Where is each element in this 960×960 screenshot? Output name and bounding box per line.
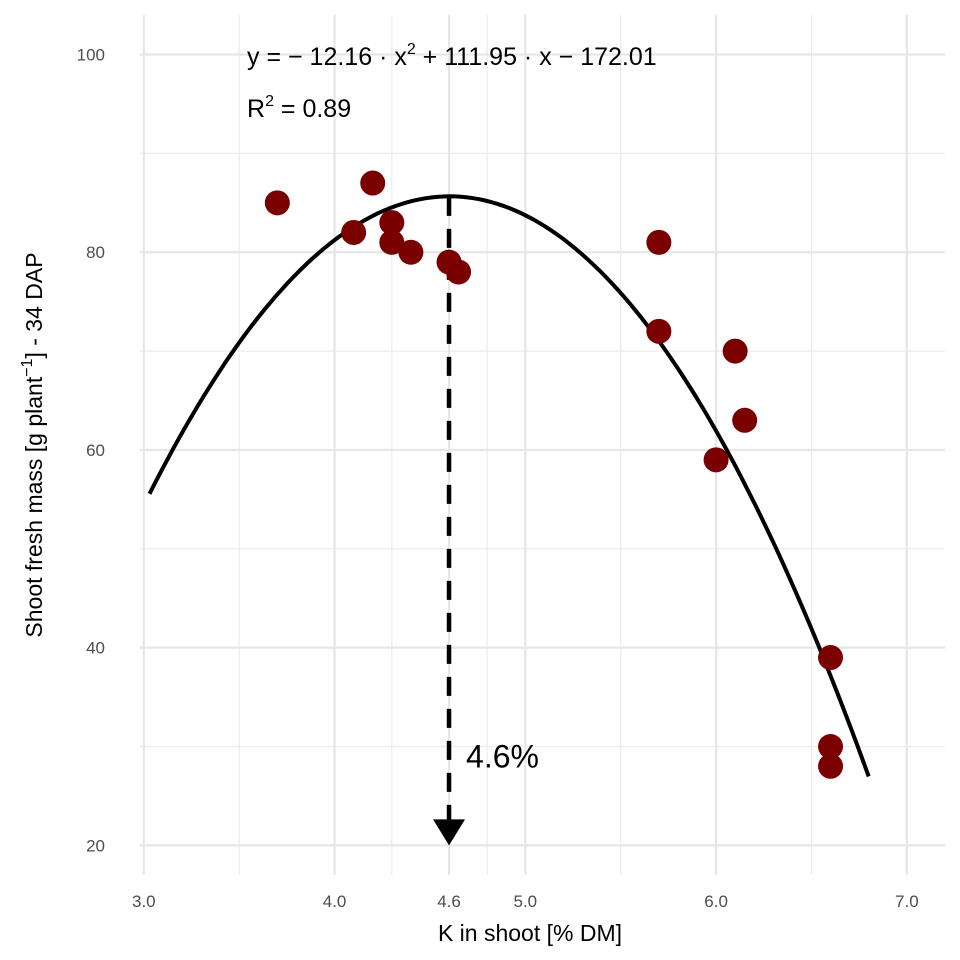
equation-part-1: y = − 12.16 · x [247,43,407,71]
equation-exponent: 2 [407,41,416,58]
data-point [379,229,405,255]
r2-exponent: 2 [265,93,274,110]
x-axis-title: K in shoot [% DM] [438,920,622,946]
y-tick-label: 20 [86,836,105,855]
equation-part-2: + 111.95 · x − 172.01 [416,43,657,71]
x-tick-label: 3.0 [132,892,156,911]
y-axis-tick-labels: 20 40 60 80 100 [77,46,105,856]
fit-curve [147,194,871,778]
y-axis-title-main: Shoot fresh mass [g plant [21,376,47,637]
y-tick-label: 40 [86,639,105,658]
x-tick-label: 5.0 [514,892,538,911]
x-tick-label: 6.0 [704,892,728,911]
y-axis-title: Shoot fresh mass [g plant−1] - 34 DAP [19,252,47,637]
r2-base: R [247,95,265,123]
data-point [646,229,672,255]
data-points [264,170,844,779]
data-point [264,190,290,216]
data-point [646,318,672,344]
major-gridlines [140,15,945,875]
optimum-arrowhead [433,819,466,846]
data-point [360,170,386,196]
data-point [379,210,405,236]
data-point [818,753,844,779]
data-point [732,407,758,433]
r-squared-annotation: R2 = 0.89 [247,93,351,123]
data-point [446,259,472,285]
optimum-label: 4.6% [466,738,539,774]
y-axis-title-exponent: −1 [19,358,36,376]
y-tick-label: 80 [86,243,105,262]
data-point [818,733,844,759]
r2-value: = 0.89 [274,95,351,123]
x-tick-label: 4.0 [323,892,347,911]
x-tick-label: 7.0 [895,892,919,911]
data-point [703,447,729,473]
x-axis-tick-labels: 3.0 4.0 4.6 5.0 6.0 7.0 [132,892,919,911]
data-point [341,219,367,245]
equation-annotation: y = − 12.16 · x2 + 111.95 · x − 172.01 [247,41,657,71]
minor-gridlines [140,15,945,875]
y-axis-title-tail: ] - 34 DAP [21,252,47,358]
x-tick-label: 4.6 [437,892,461,911]
data-point [818,645,844,671]
data-point [722,338,748,364]
y-tick-label: 60 [86,441,105,460]
data-point [398,239,424,265]
y-tick-label: 100 [77,46,105,65]
